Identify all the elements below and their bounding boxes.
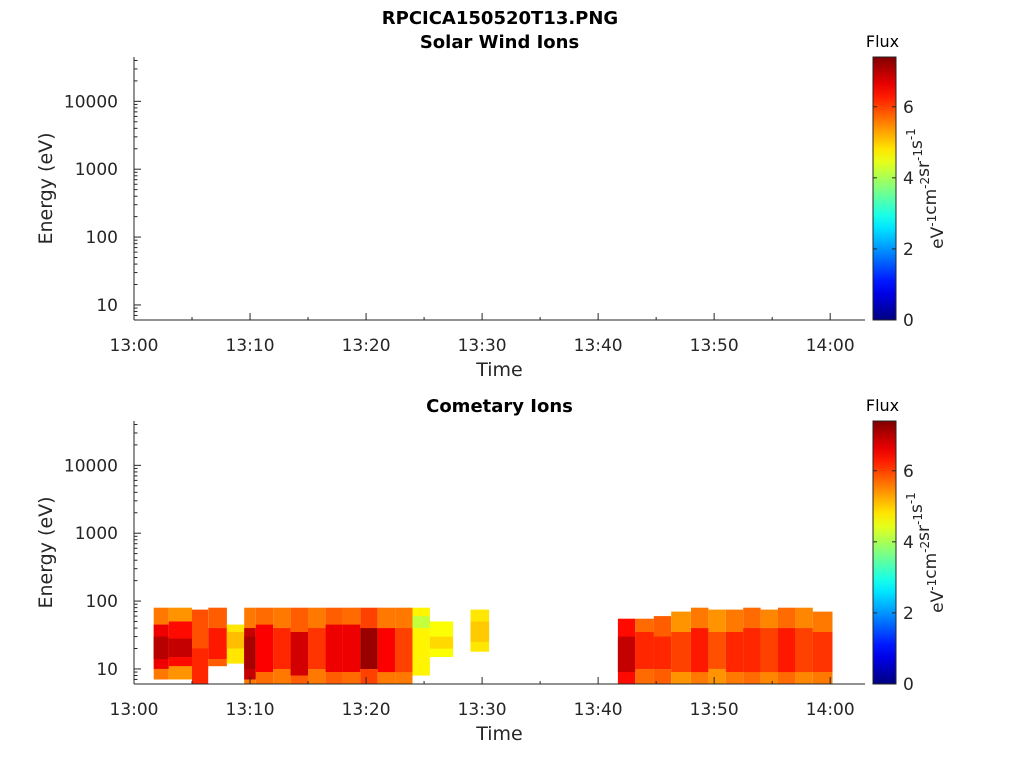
- heatmap-cell: [255, 624, 274, 672]
- x-axis-label: Time: [475, 359, 523, 381]
- x-axis-label: Time: [475, 723, 523, 745]
- y-tick-label: 1000: [75, 524, 118, 544]
- colorbar-title: Flux: [866, 396, 899, 415]
- y-tick-label: 10: [96, 660, 118, 680]
- x-tick-label: 14:00: [806, 336, 855, 356]
- y-axis-label: Energy (eV): [35, 496, 57, 608]
- x-tick-label: 13:40: [574, 700, 623, 720]
- x-tick-label: 13:00: [110, 700, 159, 720]
- y-tick-label: 10000: [64, 92, 118, 112]
- panel-title: Solar Wind Ions: [420, 32, 579, 53]
- colorbar-title: Flux: [866, 32, 899, 51]
- x-tick-label: 13:30: [458, 700, 507, 720]
- colorbar-unit-label: eV-1cm-2sr-1s-1: [904, 128, 948, 249]
- heatmap-cell: [208, 628, 227, 659]
- panel-title: Cometary Ions: [426, 396, 573, 417]
- heatmap-cell: [360, 628, 378, 669]
- panel-1: 13:00 13:10 13:20 13:30 13:40 13:50 14:00 10 100…: [35, 32, 948, 381]
- x-tick-label: 14:00: [806, 700, 855, 720]
- y-axis-label: Energy (eV): [35, 132, 57, 244]
- colorbar-unit-label: eV-1cm-2sr-1s-1: [904, 492, 948, 613]
- colorbar-tick-label: 0: [903, 675, 914, 695]
- heatmap-cell: [708, 632, 726, 669]
- heatmap-cell: [412, 616, 430, 629]
- heatmap-cell: [635, 632, 654, 669]
- x-tick-label: 13:10: [226, 700, 275, 720]
- heatmap-cell: [671, 632, 691, 672]
- heatmap-cell: [377, 628, 396, 673]
- panel-2: 13:00 13:10 13:20 13:30 13:40 13:50 14:00 10 100…: [35, 396, 948, 745]
- heatmap-cell: [743, 628, 761, 673]
- heatmap-cell: [342, 624, 361, 672]
- colorbar-tick-label: 6: [903, 98, 914, 118]
- y-tick-label: 100: [86, 228, 118, 248]
- colorbar-tick-label: 6: [903, 462, 914, 482]
- y-tick-label: 1000: [75, 160, 118, 180]
- x-tick-label: 13:50: [690, 700, 739, 720]
- heatmap-cell: [168, 638, 192, 657]
- colorbar: [872, 420, 897, 685]
- heatmap-cell: [192, 648, 209, 684]
- y-tick-label: 10: [96, 296, 118, 316]
- heatmap-cell: [308, 628, 326, 669]
- x-tick-label: 13:10: [226, 336, 275, 356]
- colorbar-tick-label: 2: [903, 604, 914, 624]
- colorbar-tick-label: 2: [903, 240, 914, 260]
- x-tick-label: 13:20: [342, 336, 391, 356]
- figure-title: RPCICA150520T13.PNG: [382, 8, 618, 29]
- colorbar: [872, 56, 897, 321]
- heatmap-cell: [273, 628, 291, 669]
- heatmap-cell: [226, 632, 245, 649]
- heatmap-cell: [617, 636, 636, 673]
- heatmap-cell: [778, 628, 796, 673]
- y-tick-label: 10000: [64, 456, 118, 476]
- heatmap-cell: [395, 628, 413, 673]
- heatmap-cell: [244, 636, 256, 669]
- x-tick-label: 13:20: [342, 700, 391, 720]
- colorbar-tick-label: 0: [903, 311, 914, 331]
- colorbar-tick-label: 4: [903, 169, 914, 189]
- heatmap-cell: [812, 632, 833, 672]
- heatmap-cell: [725, 632, 744, 672]
- heatmap-cell: [691, 628, 709, 673]
- x-tick-label: 13:50: [690, 336, 739, 356]
- x-tick-label: 13:30: [458, 336, 507, 356]
- plot-area: [134, 57, 865, 320]
- heatmap-cell: [325, 624, 343, 672]
- colorbar-tick-label: 4: [903, 533, 914, 553]
- heatmap: [153, 607, 833, 684]
- heatmap-cell: [290, 632, 308, 676]
- heatmap-cell: [760, 628, 778, 673]
- heatmap-cell: [429, 636, 454, 649]
- heatmap-cell: [795, 628, 813, 673]
- y-tick-label: 100: [86, 592, 118, 612]
- heatmap-cell: [653, 636, 672, 669]
- heatmap-cell: [470, 621, 490, 642]
- x-tick-label: 13:00: [110, 336, 159, 356]
- x-tick-label: 13:40: [574, 336, 623, 356]
- heatmap-cell: [153, 636, 169, 660]
